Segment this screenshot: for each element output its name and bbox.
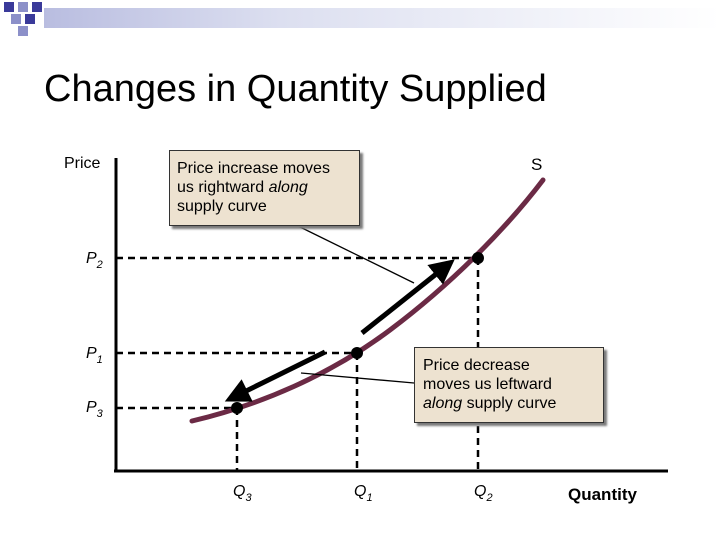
price-increase-callout: Price increase moves us rightward along … — [169, 150, 360, 226]
rightward-movement-arrow — [360, 259, 455, 335]
increase-callout-line1: Price increase moves — [177, 160, 330, 177]
price-decrease-callout: Price decrease moves us leftward along s… — [414, 347, 604, 423]
decrease-callout-pointer — [300, 372, 415, 384]
x-axis-label: Quantity — [568, 485, 637, 504]
increase-callout-line3: supply curve — [177, 198, 267, 215]
point-p3-q3 — [231, 402, 243, 414]
point-p1-q1 — [351, 347, 363, 359]
p3-label: P3 — [86, 399, 104, 420]
decorative-header-band — [4, 2, 720, 36]
p1-label: P1 — [86, 345, 103, 366]
supply-curve-label: S — [531, 155, 542, 174]
leftward-movement-arrow — [224, 349, 327, 402]
increase-callout-pointer — [297, 225, 415, 284]
q2-label: Q2 — [474, 483, 493, 504]
point-p2-q2 — [472, 252, 484, 264]
q1-label: Q1 — [354, 483, 373, 504]
slide-title: Changes in Quantity Supplied — [44, 68, 547, 110]
decrease-callout-emphasis: along — [423, 395, 463, 412]
decrease-callout-line2: moves us leftward — [423, 376, 552, 393]
decrease-callout-line1: Price decrease — [423, 357, 530, 374]
increase-callout-line2a: us rightward — [177, 179, 269, 196]
y-axis-label: Price — [64, 155, 101, 172]
decrease-callout-line3: supply curve — [462, 395, 557, 412]
increase-callout-emphasis: along — [268, 179, 308, 196]
q3-label: Q3 — [233, 483, 252, 504]
p2-label: P2 — [86, 250, 103, 271]
supply-curve — [189, 177, 546, 424]
